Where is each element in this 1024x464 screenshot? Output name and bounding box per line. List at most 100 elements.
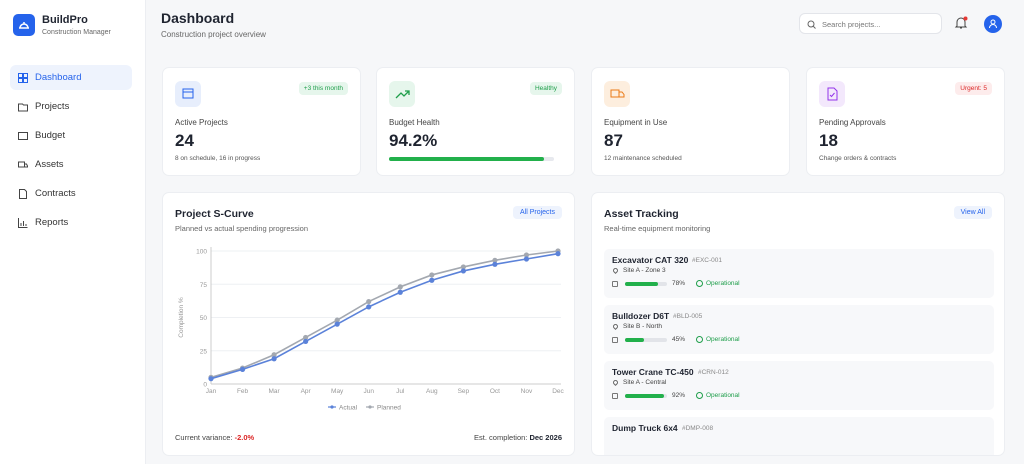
nav-item[interactable]: Assets (10, 152, 132, 177)
stat-note: 8 on schedule, 16 in progress (175, 155, 261, 162)
stat-value: 18 (819, 131, 838, 150)
chart-card: Project S-Curve Planned vs actual spendi… (162, 192, 575, 456)
asset-row: Dump Truck 6x4 #DMP-008 (604, 417, 994, 455)
data-point (303, 334, 309, 341)
stat-card: Equipment in Use 87 12 maintenance sched… (591, 67, 790, 176)
fuel-icon (612, 393, 618, 399)
search-box[interactable]: Search projects... (799, 13, 942, 34)
stat-value: 87 (604, 131, 623, 150)
nav-label: Assets (35, 159, 64, 170)
x-tick-label: Dec (552, 388, 564, 395)
nav-item[interactable]: Contracts (10, 181, 132, 206)
chart: 0 25 50 75 100 Completion % Jan Feb Mar Apr May Jun… (178, 247, 565, 411)
asset-row: Tower Crane TC-450 #CRN-012 Site A - Centr… (604, 361, 994, 410)
progress-bar (625, 338, 644, 342)
asset-row: Excavator CAT 320 #EXC-001 Site A - Zone 3… (604, 249, 994, 298)
stat-badge: +3 this month (298, 82, 348, 95)
asset-site: Site A - Zone 3 (623, 267, 666, 274)
progress-track (625, 394, 667, 398)
asset-id: #CRN-012 (698, 368, 729, 376)
variance: Current variance: -2.0% (175, 433, 254, 442)
data-point (523, 256, 530, 262)
x-tick-label: Jun (363, 388, 374, 395)
asset-status: Operational (706, 336, 740, 343)
data-point (239, 366, 246, 372)
series-line (210, 252, 559, 380)
x-tick-label: Feb (237, 388, 249, 395)
x-tick-label: Mar (268, 388, 280, 395)
fuel-icon (612, 281, 618, 287)
asset-name: Tower Crane TC-450 (612, 367, 694, 377)
tagline: Construction Manager (42, 29, 111, 36)
status-icon (696, 336, 703, 343)
nav-label: Contracts (35, 188, 76, 199)
x-tick-label: Nov (521, 388, 533, 395)
asset-name: Dump Truck 6x4 (612, 423, 678, 433)
page-subtitle: Construction project overview (161, 30, 266, 39)
data-point (366, 304, 372, 310)
y-tick-label: 50 (200, 315, 208, 322)
completion-label: Est. completion: (474, 433, 528, 442)
pin-icon (611, 378, 620, 387)
fuel-icon (612, 337, 618, 343)
y-tick-label: 100 (196, 249, 207, 256)
progress-track (389, 157, 554, 161)
x-tick-label: Apr (301, 388, 312, 395)
completion: Est. completion: Dec 2026 (474, 433, 562, 442)
data-point (271, 356, 277, 362)
x-tick-label: Jul (396, 388, 405, 395)
stat-note: 12 maintenance scheduled (604, 155, 682, 162)
stat-label: Active Projects (175, 118, 228, 127)
pin-icon (611, 322, 620, 331)
nav-item[interactable]: Projects (10, 94, 132, 119)
asset-id: #BLD-005 (673, 312, 703, 320)
progress-bar (625, 394, 664, 398)
pin-icon (611, 266, 620, 275)
y-tick-label: 0 (203, 382, 207, 389)
notification-bell[interactable] (954, 16, 968, 30)
user-avatar[interactable] (984, 15, 1002, 33)
data-point (397, 284, 403, 290)
chart-subtitle: Planned vs actual spending progression (175, 224, 309, 233)
stat-note: Change orders & contracts (819, 155, 897, 162)
asset-id: #DMP-008 (682, 424, 714, 432)
x-tick-label: Jan (206, 388, 217, 395)
stat-label: Equipment in Use (604, 118, 668, 127)
legend-label: Actual (339, 404, 358, 411)
all-projects-button[interactable]: All Projects (512, 206, 562, 219)
nav-item[interactable]: Reports (10, 210, 132, 235)
stat-label: Pending Approvals (819, 118, 886, 127)
x-tick-label: May (331, 388, 344, 395)
legend-dot (368, 405, 372, 409)
stat-badge: Healthy (529, 82, 562, 95)
stat-card: +3 this month Active Projects 24 8 on sc… (162, 67, 361, 176)
data-point (492, 261, 498, 267)
data-point (429, 272, 435, 278)
asset-card: Asset Tracking Real-time equipment monit… (591, 192, 1005, 456)
nav-item[interactable]: Dashboard (10, 65, 132, 90)
x-tick-label: Oct (490, 388, 500, 395)
view-all-button[interactable]: View All (953, 206, 992, 219)
x-tick-label: Aug (426, 388, 438, 395)
data-point (366, 298, 372, 305)
asset-name: Bulldozer D6T (612, 311, 670, 321)
data-point (397, 289, 403, 295)
asset-name: Excavator CAT 320 (612, 255, 689, 265)
stat-value: 94.2% (389, 131, 438, 150)
y-axis-title: Completion % (178, 297, 185, 338)
logo (13, 14, 35, 36)
stat-card: Urgent: 5 Pending Approvals 18 Change or… (806, 67, 1005, 176)
progress-track (625, 338, 667, 342)
nav-label: Reports (35, 217, 69, 228)
data-point (303, 338, 309, 345)
status-icon (696, 280, 703, 287)
asset-percent: 45% (672, 336, 686, 343)
legend-dot (330, 405, 334, 409)
stat-icon (819, 81, 845, 107)
nav-item[interactable]: Budget (10, 123, 132, 148)
y-tick-label: 75 (200, 282, 208, 289)
stat-value: 24 (175, 131, 194, 150)
nav-label: Budget (35, 130, 66, 141)
data-point (334, 321, 340, 327)
chart-title: Project S-Curve (175, 208, 254, 220)
